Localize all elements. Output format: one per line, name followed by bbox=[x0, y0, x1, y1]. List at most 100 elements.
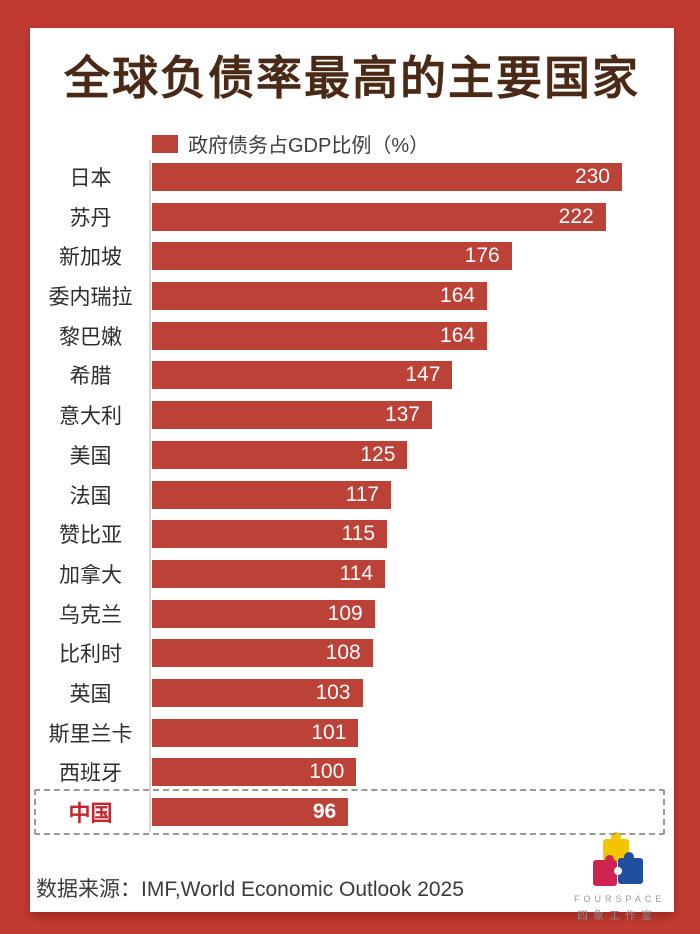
bar-row: 斯里兰卡 101 bbox=[32, 718, 668, 747]
bar-value-label: 137 bbox=[384, 403, 420, 427]
bar-area: 117 bbox=[152, 480, 668, 509]
country-label: 斯里兰卡 bbox=[48, 722, 133, 746]
puzzle-logo-icon bbox=[591, 832, 643, 890]
bar-value-label: 100 bbox=[309, 760, 345, 784]
fourspace-logo: FOURSPACE 四象工作室 bbox=[574, 832, 666, 923]
bar-row: 希腊 147 bbox=[32, 361, 668, 390]
bar-row: 日本 230 bbox=[32, 163, 668, 191]
bar-value-label: 103 bbox=[315, 680, 351, 704]
bar-area: 164 bbox=[152, 282, 668, 311]
country-label: 法国 bbox=[69, 484, 112, 508]
bar-area: 109 bbox=[152, 599, 668, 628]
bar-area: 176 bbox=[152, 242, 668, 271]
bar-value-label: 125 bbox=[360, 442, 396, 466]
logo-piece-crimson bbox=[593, 855, 617, 886]
bar-row: 美国 125 bbox=[32, 440, 668, 469]
chart-legend: 政府债务占GDP比例（%） bbox=[152, 129, 429, 158]
bar-value-label: 101 bbox=[311, 720, 347, 744]
bar-area: 96 bbox=[152, 798, 668, 826]
country-label: 加拿大 bbox=[59, 563, 122, 587]
logo-subtitle: 四象工作室 bbox=[577, 910, 657, 922]
bar-value-label: 115 bbox=[341, 522, 375, 546]
bar-value-label: 230 bbox=[574, 165, 610, 188]
bar: 164 bbox=[152, 282, 488, 311]
bar-row: 加拿大 114 bbox=[32, 559, 668, 588]
bar-row: 乌克兰 109 bbox=[32, 599, 668, 628]
bar-row: 新加坡 176 bbox=[32, 242, 668, 271]
data-source: 数据来源：IMF,World Economic Outlook 2025 bbox=[36, 873, 464, 903]
bar-area: 230 bbox=[152, 163, 668, 191]
bar: 164 bbox=[152, 321, 488, 350]
country-label: 比利时 bbox=[59, 643, 122, 667]
bar-value-label: 147 bbox=[405, 363, 441, 387]
highlight-box bbox=[34, 789, 665, 835]
bar-value-label: 108 bbox=[325, 641, 361, 665]
legend-swatch-icon bbox=[152, 134, 178, 153]
data-source-text: IMF,World Economic Outlook 2025 bbox=[141, 878, 464, 901]
bar-value-label: 164 bbox=[440, 323, 476, 347]
bar: 137 bbox=[152, 401, 432, 430]
bar-chart-rows: 日本 230 苏丹 222 新加坡 176 委内瑞拉 164 bbox=[32, 163, 668, 826]
bar: 100 bbox=[152, 758, 357, 787]
bar-value-label: 117 bbox=[345, 482, 380, 506]
data-source-label: 数据来源： bbox=[36, 878, 141, 901]
bar-row: 中国 96 bbox=[32, 798, 668, 826]
country-label: 乌克兰 bbox=[59, 603, 122, 627]
bar-area: 164 bbox=[152, 321, 668, 350]
bar-value-label: 164 bbox=[440, 284, 476, 308]
bar: 176 bbox=[152, 242, 512, 271]
country-label: 西班牙 bbox=[59, 762, 122, 786]
bar: 230 bbox=[152, 163, 622, 191]
bar-area: 103 bbox=[152, 678, 668, 707]
bar-value-label: 96 bbox=[312, 800, 337, 823]
bar-row: 法国 117 bbox=[32, 480, 668, 509]
bar-area: 100 bbox=[152, 758, 668, 787]
bar-area: 222 bbox=[152, 202, 668, 231]
bar-area: 137 bbox=[152, 401, 668, 430]
bar: 117 bbox=[152, 480, 392, 509]
logo-name: FOURSPACE bbox=[574, 894, 666, 904]
bar-row: 赞比亚 115 bbox=[32, 520, 668, 549]
bar-value-label: 222 bbox=[558, 204, 594, 228]
bar-row: 英国 103 bbox=[32, 678, 668, 707]
bar: 96 bbox=[152, 798, 349, 826]
country-label: 英国 bbox=[69, 682, 112, 706]
country-label: 苏丹 bbox=[69, 206, 112, 230]
bar: 101 bbox=[152, 718, 359, 747]
bar-area: 101 bbox=[152, 718, 668, 747]
card-panel: 全球负债率最高的主要国家 政府债务占GDP比例（%） 日本 230 苏丹 222… bbox=[30, 28, 674, 922]
country-label: 黎巴嫩 bbox=[59, 325, 122, 349]
legend-label: 政府债务占GDP比例（%） bbox=[188, 135, 430, 157]
bar-row: 苏丹 222 bbox=[32, 202, 668, 231]
country-label: 中国 bbox=[68, 801, 113, 826]
country-label: 赞比亚 bbox=[59, 524, 122, 548]
country-label: 希腊 bbox=[69, 365, 112, 389]
bar: 147 bbox=[152, 361, 453, 390]
country-label: 新加坡 bbox=[59, 246, 122, 270]
bar-row: 意大利 137 bbox=[32, 401, 668, 430]
bar-row: 黎巴嫩 164 bbox=[32, 321, 668, 350]
page-title: 全球负债率最高的主要国家 bbox=[64, 52, 640, 104]
bar: 108 bbox=[152, 639, 373, 668]
country-label: 意大利 bbox=[59, 405, 122, 429]
bar-value-label: 114 bbox=[339, 561, 373, 585]
bar: 222 bbox=[152, 202, 606, 231]
logo-piece-blue bbox=[614, 852, 643, 884]
bar: 109 bbox=[152, 599, 375, 628]
bar-chart: 日本 230 苏丹 222 新加坡 176 委内瑞拉 164 bbox=[32, 160, 668, 835]
bar: 103 bbox=[152, 678, 363, 707]
y-axis-line bbox=[149, 160, 151, 832]
bar-row: 比利时 108 bbox=[32, 639, 668, 668]
country-label: 美国 bbox=[69, 444, 112, 468]
country-label: 委内瑞拉 bbox=[48, 286, 133, 310]
bar-area: 114 bbox=[152, 559, 668, 588]
bar-value-label: 176 bbox=[464, 244, 500, 268]
bar-area: 125 bbox=[152, 440, 668, 469]
bar-area: 108 bbox=[152, 639, 668, 668]
bar: 114 bbox=[152, 559, 385, 588]
bar-area: 147 bbox=[152, 361, 668, 390]
bar: 125 bbox=[152, 440, 408, 469]
bar-area: 115 bbox=[152, 520, 668, 549]
bar: 115 bbox=[152, 520, 387, 549]
